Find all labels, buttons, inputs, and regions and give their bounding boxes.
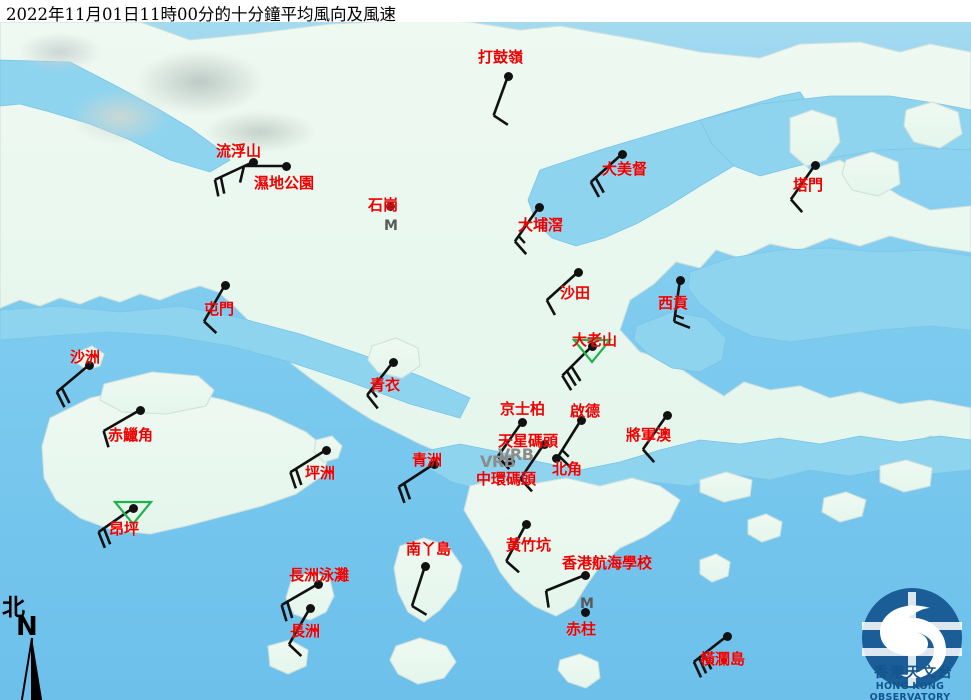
station-label: 石崗: [368, 196, 399, 214]
station-label: 大埔滘: [518, 216, 564, 234]
station-label: 流浮山: [216, 142, 262, 160]
station-label: 中環碼頭: [476, 470, 537, 488]
station-label: 京士柏: [500, 400, 546, 418]
station-dot-icon: [551, 453, 561, 463]
station-label: 長洲: [290, 622, 321, 640]
compass-label-en: N: [16, 612, 38, 642]
gust-triangle-icon: [571, 338, 613, 364]
missing-data-marker: M: [580, 596, 594, 612]
station-label: 將軍澳: [626, 426, 672, 444]
wind-barb-icon: [545, 271, 579, 316]
station-label: 長洲泳灘: [289, 566, 350, 584]
title-bar: 2022年11月01日11時00分的十分鐘平均風向及風速: [0, 0, 971, 24]
station-label: 屯門: [204, 300, 235, 318]
wind-barb-icon: [366, 361, 395, 410]
station-label: 南丫島: [406, 540, 452, 558]
wind-barb-icon: [561, 338, 613, 391]
wind-barb-icon: [410, 565, 428, 616]
north-arrow-icon: [20, 637, 43, 700]
station-label: 青衣: [370, 376, 401, 394]
wind-barb-icon: [55, 364, 90, 408]
station-label: 赤鱲角: [108, 426, 154, 444]
gust-triangle-icon: [112, 500, 154, 526]
station-label: 大美督: [602, 160, 648, 178]
hko-name-en: HONG KONG OBSERVATORY: [869, 681, 951, 700]
station-label: 塔門: [793, 176, 824, 194]
wind-barb-icon: [513, 206, 541, 255]
wind-barb-icon: [692, 634, 728, 678]
station-label: 天星碼頭: [498, 432, 559, 450]
wind-barb-icon: [492, 75, 510, 126]
variable-wind-marker: VRB: [480, 452, 516, 471]
station-label: 大老山: [572, 331, 618, 349]
wind-barb-icon: [102, 408, 141, 448]
wind-barb-icon: [238, 164, 286, 183]
station-label: 沙洲: [70, 348, 101, 366]
wind-barb-icon: [672, 279, 691, 330]
wind-barb-icon: [287, 607, 312, 657]
station-label: 黃竹坑: [506, 536, 552, 554]
station-dot-icon: [385, 201, 395, 211]
station-label: 沙田: [560, 284, 591, 302]
wind-barb-icon: [544, 573, 586, 608]
wind-barb-icon: [505, 523, 528, 574]
station-label: 坪洲: [305, 464, 336, 482]
station-label: 打鼓嶺: [478, 48, 524, 66]
station-label: 香港航海學校: [562, 554, 653, 572]
wind-barb-icon: [557, 419, 583, 469]
hko-name-cn: 香港天文台: [874, 665, 954, 681]
station-label: 赤柱: [566, 620, 597, 638]
station-label: 青洲: [412, 451, 443, 469]
wind-barb-icon: [496, 421, 524, 470]
station-label: 北角: [552, 460, 583, 478]
wind-barb-icon: [519, 443, 546, 493]
page-title: 2022年11月01日11時00分的十分鐘平均風向及風速: [6, 5, 396, 24]
station-label: 濕地公園: [254, 174, 315, 192]
missing-data-marker: M: [384, 218, 398, 234]
wind-barb-icon: [97, 500, 154, 549]
compass-label-cn: 北: [2, 594, 25, 621]
station-label: 橫瀾島: [700, 650, 746, 668]
station-label: 啟德: [570, 402, 601, 420]
wind-barb-icon: [202, 284, 227, 334]
wind-barb-icon: [289, 448, 327, 489]
variable-wind-marker: VRB: [498, 445, 534, 464]
hko-logo-icon: [862, 588, 962, 688]
station-label: 西貢: [658, 294, 689, 312]
station-dot-icon: [505, 457, 515, 467]
wind-barb-icon: [589, 153, 623, 198]
station-dot-icon: [580, 607, 590, 617]
wind-barb-icon: [789, 164, 817, 213]
station-label: 昂坪: [109, 520, 140, 538]
wind-barb-icon: [280, 582, 319, 622]
wind-barb-icon: [397, 462, 435, 504]
wind-barb-icon: [641, 414, 669, 463]
